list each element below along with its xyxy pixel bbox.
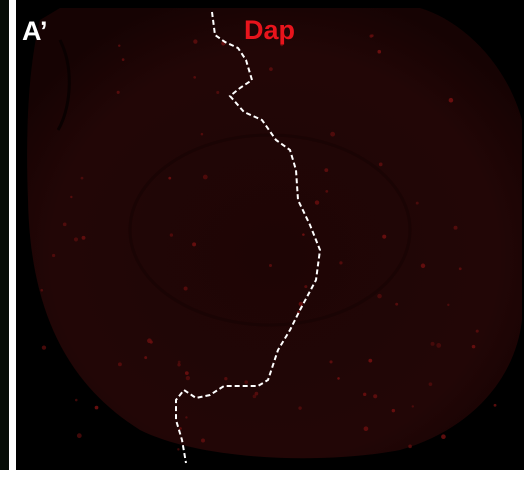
- signal-dot: [416, 202, 419, 205]
- signal-dot: [363, 393, 366, 396]
- signal-dot: [412, 405, 414, 407]
- signal-dot: [377, 294, 382, 299]
- signal-dot: [118, 44, 120, 46]
- signal-dot: [368, 359, 372, 363]
- signal-dot: [224, 377, 227, 380]
- signal-dot: [472, 345, 476, 349]
- signal-dot: [339, 261, 342, 264]
- signal-dot: [370, 35, 373, 38]
- signal-dot: [255, 392, 259, 396]
- signal-dot: [185, 416, 187, 418]
- signal-dot: [201, 133, 204, 136]
- signal-dot: [421, 264, 426, 269]
- tissue: [27, 8, 522, 458]
- signal-dot: [74, 237, 78, 241]
- signal-dot: [185, 371, 189, 375]
- signal-dot: [117, 91, 120, 94]
- signal-dot: [77, 433, 82, 438]
- signal-dot: [168, 177, 171, 180]
- signal-dot: [63, 223, 67, 227]
- signal-dot: [81, 177, 84, 180]
- panel-divider: [9, 0, 16, 485]
- signal-dot: [52, 254, 55, 257]
- signal-dot: [75, 399, 78, 402]
- signal-dot: [203, 175, 208, 180]
- signal-dot: [40, 289, 43, 292]
- signal-dot: [408, 445, 412, 449]
- signal-dot: [377, 50, 381, 54]
- signal-dot: [436, 343, 441, 348]
- signal-dot: [364, 426, 369, 431]
- signal-dot: [179, 427, 182, 430]
- signal-dot: [494, 404, 497, 407]
- signal-dot: [330, 132, 335, 137]
- signal-dot: [373, 394, 377, 398]
- signal-dot: [299, 302, 303, 306]
- signal-dot: [186, 376, 190, 380]
- signal-dot: [178, 361, 181, 364]
- signal-dot: [193, 76, 196, 79]
- signal-dot: [315, 200, 319, 204]
- signal-dot: [431, 342, 435, 346]
- signal-dot: [122, 58, 125, 61]
- signal-dot: [118, 362, 122, 366]
- signal-dot: [382, 235, 386, 239]
- stain-label: Dap: [244, 15, 295, 45]
- signal-dot: [269, 264, 272, 267]
- signal-dot: [325, 190, 328, 193]
- signal-dot: [454, 226, 458, 230]
- signal-dot: [244, 380, 248, 384]
- panel-label: A’: [22, 16, 48, 46]
- figure-panel: A’ Dap: [0, 0, 524, 485]
- signal-dot: [447, 304, 449, 306]
- signal-dot: [70, 196, 72, 198]
- signal-dot: [193, 39, 197, 43]
- signal-dot: [82, 236, 86, 240]
- signal-dot: [177, 448, 179, 450]
- signal-dot: [201, 439, 205, 443]
- signal-dot: [184, 286, 188, 290]
- signal-dot: [144, 356, 147, 359]
- signal-dot: [429, 382, 433, 386]
- signal-dot: [392, 409, 395, 412]
- signal-dot: [337, 377, 340, 380]
- neighbor-panel: [0, 0, 9, 470]
- signal-dot: [441, 434, 446, 439]
- signal-dot: [147, 338, 152, 343]
- signal-dot: [449, 98, 454, 103]
- signal-dot: [269, 67, 273, 71]
- signal-dot: [329, 360, 332, 363]
- signal-dot: [476, 330, 479, 333]
- signal-dot: [95, 406, 99, 410]
- signal-dot: [302, 233, 305, 236]
- signal-dot: [304, 285, 307, 288]
- signal-dot: [170, 233, 173, 236]
- signal-dot: [42, 345, 46, 349]
- signal-dot: [459, 267, 462, 270]
- signal-dot: [379, 163, 383, 167]
- signal-dot: [192, 242, 196, 246]
- signal-dot: [395, 303, 398, 306]
- signal-dot: [177, 363, 180, 366]
- signal-dot: [324, 168, 328, 172]
- signal-dot: [298, 406, 301, 409]
- signal-dot: [216, 91, 219, 94]
